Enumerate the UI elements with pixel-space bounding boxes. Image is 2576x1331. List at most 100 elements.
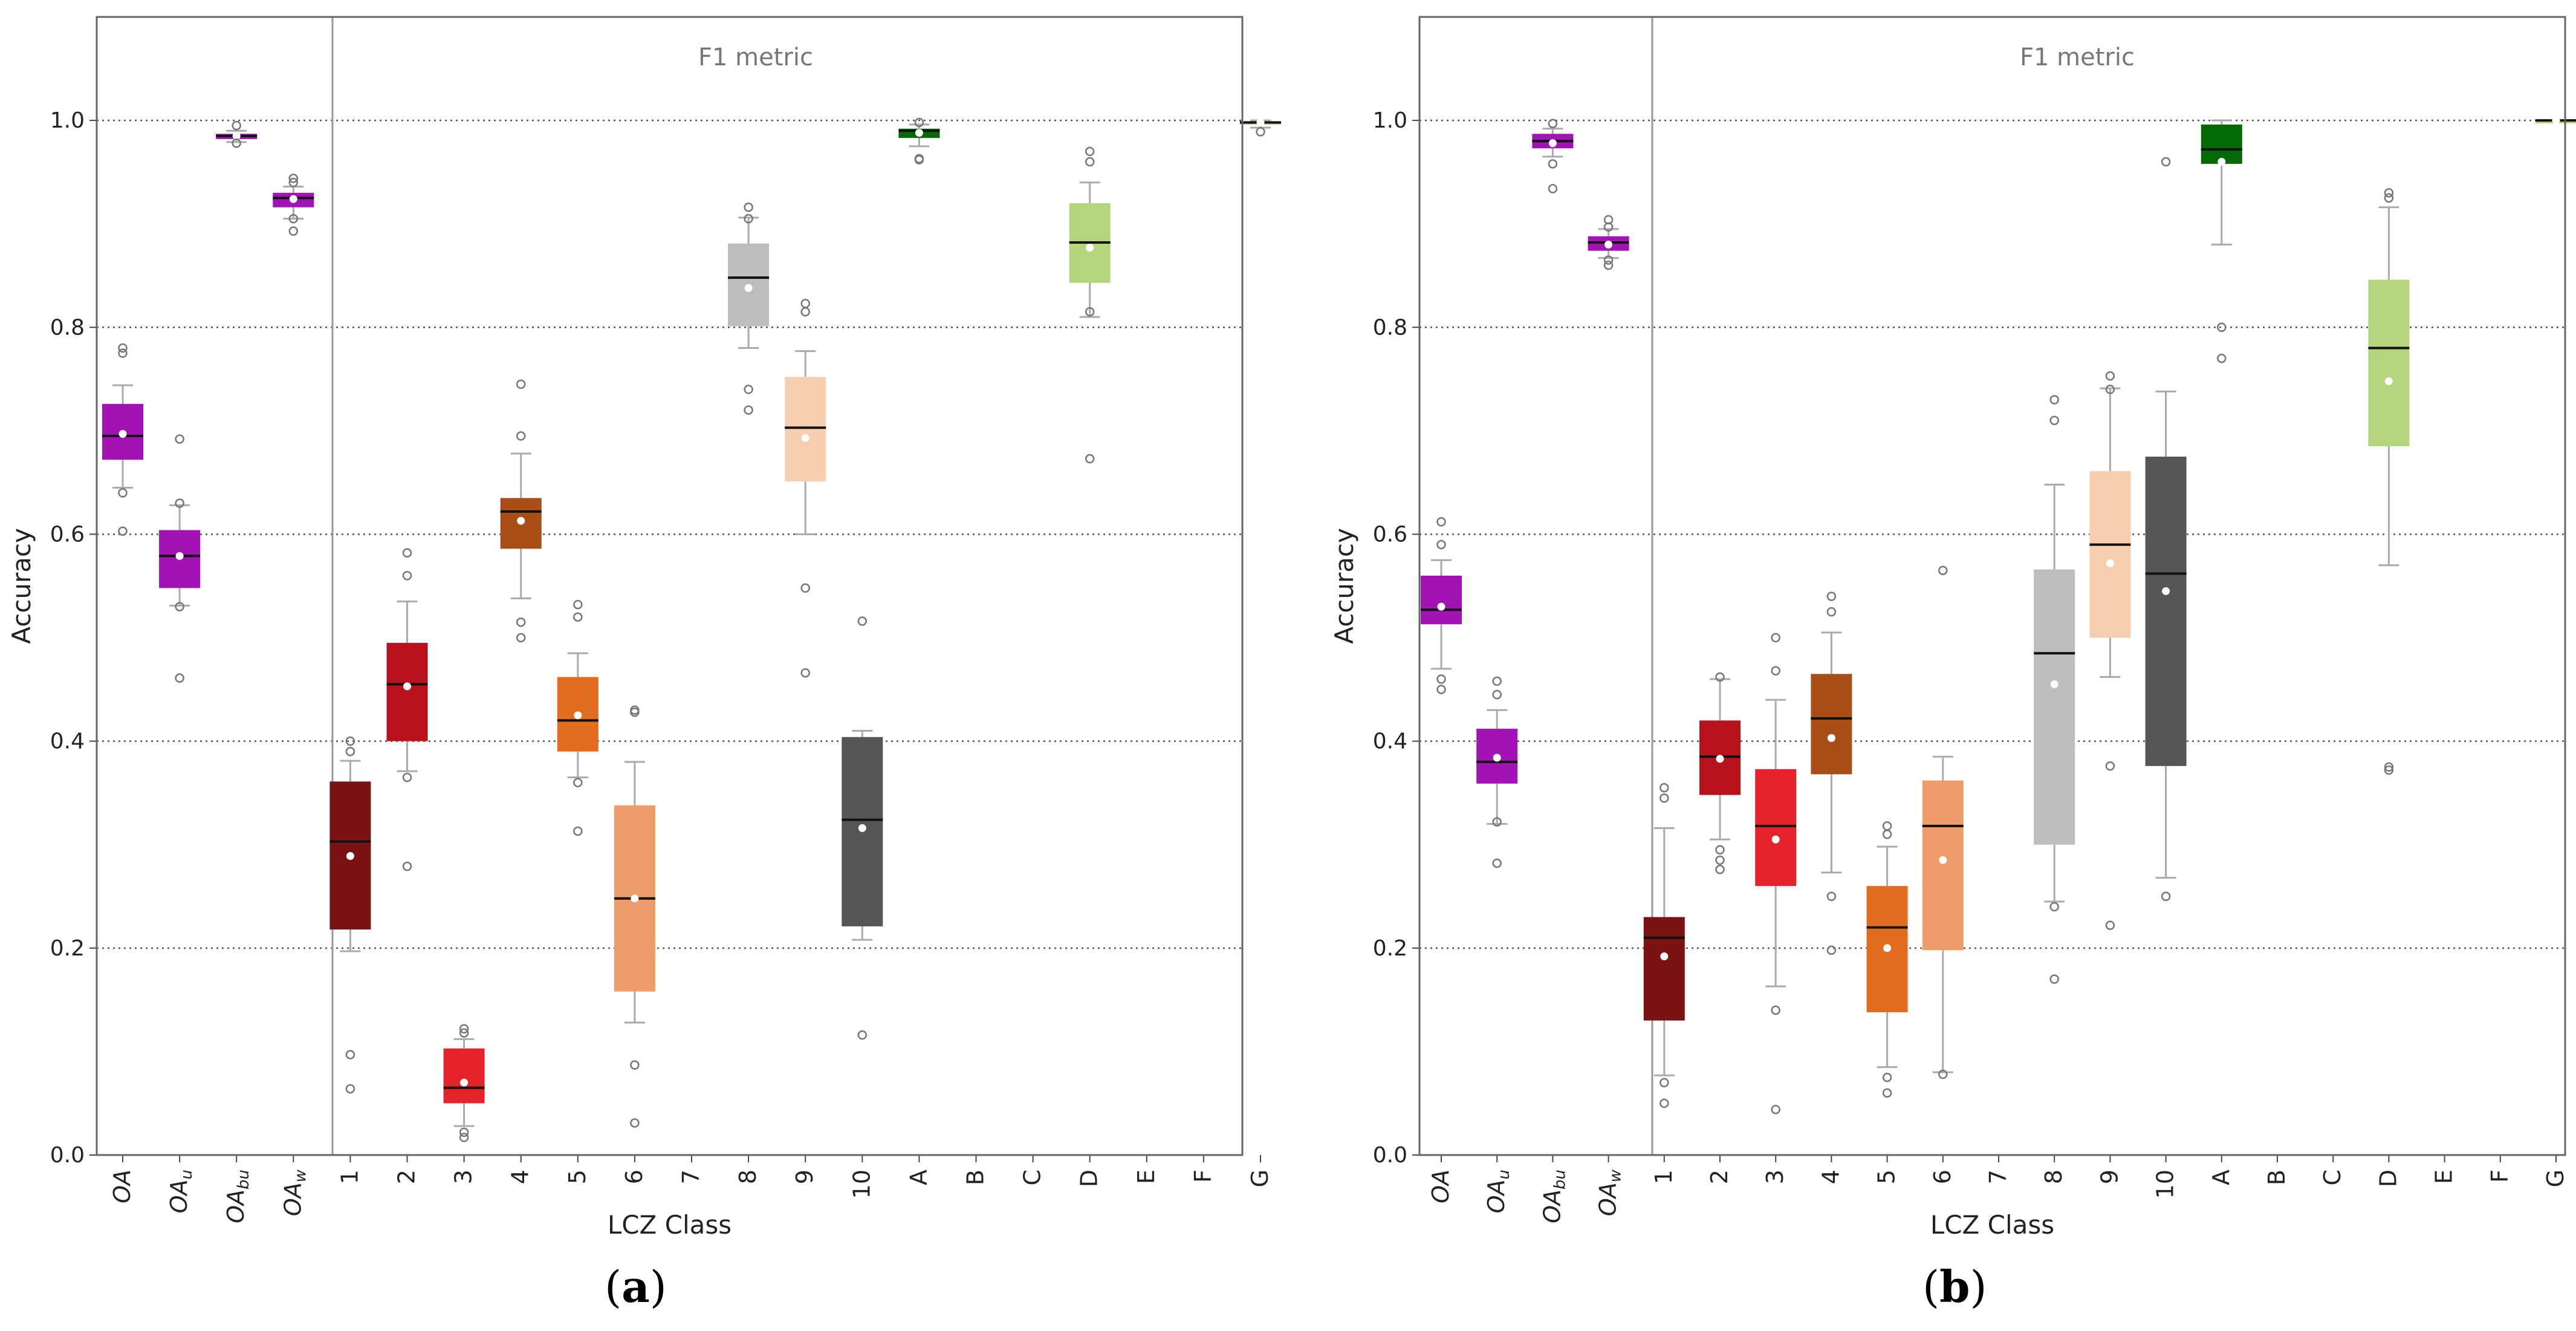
x-tick-label: 2 <box>394 1170 420 1184</box>
y-tick-label: 0.2 <box>1373 936 1407 961</box>
outlier-point <box>1492 858 1502 868</box>
section-label: F1 metric <box>2020 44 2135 71</box>
outlier-point <box>857 616 868 626</box>
box-2 <box>1699 672 1741 874</box>
outlier-point <box>288 177 299 187</box>
outlier-point <box>2384 193 2394 203</box>
x-tick-label: 8 <box>735 1170 761 1184</box>
outlier-point <box>1826 607 1837 617</box>
box-body <box>2145 457 2187 766</box>
mean-marker <box>1660 952 1669 961</box>
x-tick-label-base: A <box>905 1170 932 1185</box>
x-tick-label-base: 6 <box>621 1170 647 1184</box>
x-tick-label: G <box>2542 1170 2569 1187</box>
outlier-point <box>1882 1088 1892 1098</box>
outlier-point <box>1436 674 1446 684</box>
x-tick-label-base: 1 <box>336 1170 363 1184</box>
box-4 <box>1811 591 1852 955</box>
x-tick-label: F <box>1190 1170 1216 1183</box>
outlier-point <box>2105 371 2115 381</box>
outlier-point <box>1548 159 1558 169</box>
outlier-point <box>118 343 128 353</box>
box-A <box>898 117 940 164</box>
mean-marker <box>2218 158 2226 166</box>
box-5 <box>557 600 599 836</box>
x-tick-label: 1 <box>336 1170 363 1184</box>
outlier-point <box>1715 855 1725 865</box>
outlier-point <box>630 1118 640 1128</box>
y-axis-title: Accuracy <box>7 528 36 644</box>
outlier-point <box>744 385 753 394</box>
x-tick-label-base: D <box>1076 1170 1103 1187</box>
box-body <box>1811 674 1852 775</box>
mean-marker <box>1548 139 1557 148</box>
outlier-point <box>1492 689 1502 700</box>
outlier-point <box>2049 902 2059 912</box>
x-tick-label-base: G <box>1247 1170 1273 1187</box>
panel-b-label: (b) <box>1922 1261 1987 1312</box>
x-tick-label-base: 2 <box>394 1170 420 1184</box>
outlier-point <box>345 746 355 757</box>
mean-marker <box>517 516 525 525</box>
x-tick-label: 7 <box>1985 1170 2011 1184</box>
mean-marker <box>1939 856 1947 864</box>
mean-marker <box>1716 755 1724 763</box>
box-4 <box>500 379 542 643</box>
box-3 <box>443 1024 485 1142</box>
x-tick-label: A <box>2208 1170 2234 1185</box>
outlier-point <box>1492 676 1502 686</box>
x-tick-label: E <box>1133 1170 1160 1184</box>
box-OA_w <box>1588 215 1629 270</box>
outlier-point <box>744 405 753 415</box>
x-tick-label: OA <box>1427 1170 1454 1203</box>
mean-marker <box>2106 559 2114 567</box>
x-tick-label: 6 <box>1929 1170 1956 1184</box>
outlier-point <box>2049 415 2059 426</box>
outlier-point <box>175 602 184 611</box>
box-OA <box>102 343 143 536</box>
outlier-point <box>1256 127 1265 137</box>
mean-marker <box>2384 377 2393 385</box>
y-tick-label: 0.2 <box>50 936 85 961</box>
outlier-point <box>516 431 526 441</box>
mean-marker <box>175 552 184 560</box>
mean-marker <box>1604 240 1613 249</box>
x-tick-label: 5 <box>564 1170 591 1184</box>
axes-frame <box>1418 16 2566 1156</box>
x-tick-label: OAbu <box>222 1170 253 1223</box>
y-tick-label: 0.0 <box>50 1143 85 1168</box>
box-body <box>386 643 428 741</box>
outlier-point <box>1436 539 1446 550</box>
x-tick-label-base: 8 <box>735 1170 761 1184</box>
outlier-point <box>2049 974 2059 984</box>
box-G <box>2535 116 2576 125</box>
outlier-point <box>2384 188 2394 198</box>
x-tick-label: E <box>2431 1170 2458 1184</box>
x-tick-label-base: G <box>2542 1170 2569 1187</box>
x-tick-label-base: 10 <box>848 1170 875 1199</box>
mean-marker <box>631 894 639 903</box>
mean-marker <box>2162 587 2170 596</box>
x-tick-label: 10 <box>2152 1170 2179 1199</box>
box-body <box>2201 124 2242 164</box>
outlier-point <box>345 1084 355 1094</box>
x-tick-label-base: OA <box>1595 1182 1621 1216</box>
outlier-point <box>1882 1072 1892 1082</box>
x-tick-label-base: E <box>2431 1170 2458 1184</box>
x-tick-label-base: 3 <box>1762 1170 1788 1184</box>
x-tick-label: C <box>1019 1170 1046 1186</box>
x-tick-label: 7 <box>678 1170 704 1184</box>
outlier-point <box>459 1028 469 1038</box>
x-tick-label-base: 8 <box>2040 1170 2067 1184</box>
outlier-point <box>1085 157 1095 167</box>
outlier-point <box>402 571 412 581</box>
outlier-point <box>2105 385 2115 394</box>
box-1 <box>1643 783 1685 1108</box>
outlier-point <box>459 1024 469 1034</box>
x-tick-label-base: 5 <box>1874 1170 1900 1184</box>
box-2 <box>386 548 428 871</box>
mean-marker <box>915 129 923 137</box>
outlier-point <box>1659 1098 1669 1108</box>
